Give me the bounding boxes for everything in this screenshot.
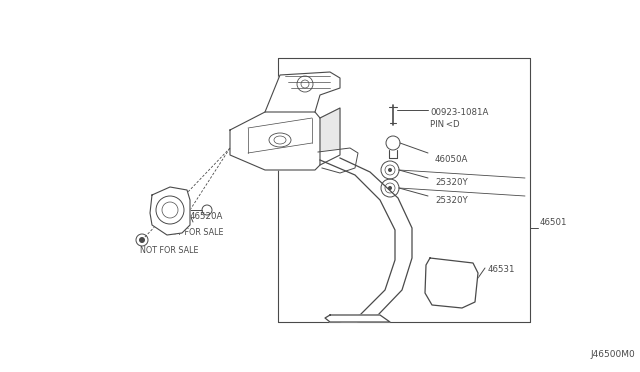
Polygon shape xyxy=(230,112,320,170)
Text: J46500M0: J46500M0 xyxy=(590,350,635,359)
Polygon shape xyxy=(318,148,358,173)
Polygon shape xyxy=(150,187,190,235)
Text: NOT FOR SALE: NOT FOR SALE xyxy=(140,246,198,255)
Text: 46501: 46501 xyxy=(540,218,568,227)
Polygon shape xyxy=(265,72,340,112)
Text: 00923-1081A: 00923-1081A xyxy=(430,108,488,117)
Text: 46520A: 46520A xyxy=(190,212,223,221)
Circle shape xyxy=(139,237,145,243)
Text: 46531: 46531 xyxy=(488,265,515,274)
Text: PIN <D: PIN <D xyxy=(430,120,460,129)
Text: 46050A: 46050A xyxy=(435,155,468,164)
Text: 25320Y: 25320Y xyxy=(435,178,468,187)
Polygon shape xyxy=(425,258,478,308)
Text: 25320Y: 25320Y xyxy=(435,196,468,205)
Text: NOT FOR SALE: NOT FOR SALE xyxy=(165,228,223,237)
Polygon shape xyxy=(320,158,412,322)
Circle shape xyxy=(388,186,392,190)
Circle shape xyxy=(388,168,392,172)
Polygon shape xyxy=(320,108,340,165)
Polygon shape xyxy=(325,315,390,322)
